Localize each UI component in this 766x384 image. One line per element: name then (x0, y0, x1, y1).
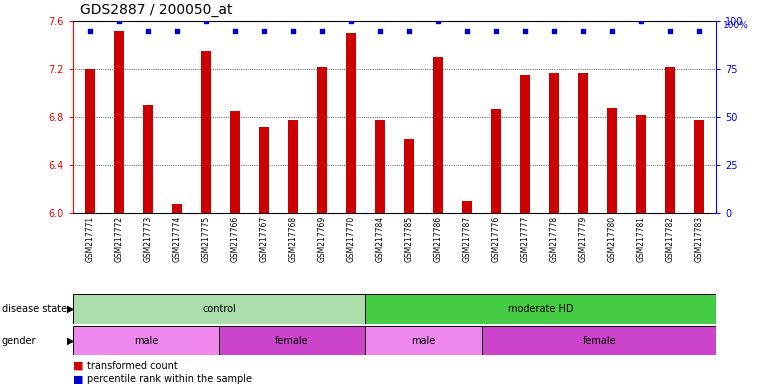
Point (577, 28, 589, 34)
Point (548, 28, 560, 34)
Bar (201, 51, 211, 213)
Bar (230, 111, 241, 213)
Bar (491, 109, 501, 213)
Bar (73, 326, 219, 355)
Bar (520, 75, 530, 213)
Text: 100%: 100% (722, 21, 748, 30)
Bar (114, 31, 124, 213)
Bar (694, 119, 704, 213)
Bar (219, 326, 365, 355)
Point (171, 28, 183, 34)
Bar (143, 105, 153, 213)
Point (432, 18, 444, 24)
Bar (317, 67, 327, 213)
Bar (73, 294, 365, 324)
Bar (259, 127, 269, 213)
Point (142, 28, 154, 34)
Point (316, 28, 328, 34)
Text: disease state: disease state (2, 304, 67, 314)
Text: ▶: ▶ (67, 336, 74, 346)
Point (663, 28, 676, 34)
Bar (404, 139, 414, 213)
Bar (288, 119, 298, 213)
Point (692, 28, 705, 34)
Text: moderate HD: moderate HD (508, 304, 574, 314)
Point (113, 18, 126, 24)
Bar (365, 294, 716, 324)
Bar (433, 57, 443, 213)
Bar (365, 326, 483, 355)
Point (200, 18, 212, 24)
Point (287, 28, 300, 34)
Point (606, 28, 618, 34)
Point (229, 28, 241, 34)
Bar (578, 73, 588, 213)
Text: ■: ■ (73, 374, 83, 384)
Point (519, 28, 531, 34)
Text: male: male (134, 336, 158, 346)
Text: male: male (411, 336, 436, 346)
Text: GDS2887 / 200050_at: GDS2887 / 200050_at (80, 3, 233, 17)
Point (345, 18, 357, 24)
Text: transformed count: transformed count (87, 361, 177, 371)
Bar (346, 33, 356, 213)
Bar (483, 326, 716, 355)
Bar (636, 115, 646, 213)
Point (403, 28, 415, 34)
Text: ▶: ▶ (67, 304, 74, 314)
Bar (462, 201, 472, 213)
Point (84, 28, 97, 34)
Text: gender: gender (2, 336, 36, 346)
Text: female: female (582, 336, 616, 346)
Bar (665, 67, 675, 213)
Bar (172, 204, 182, 213)
Bar (607, 108, 617, 213)
Text: percentile rank within the sample: percentile rank within the sample (87, 374, 251, 384)
Bar (548, 73, 559, 213)
Bar (375, 119, 385, 213)
Text: ■: ■ (73, 361, 83, 371)
Point (374, 28, 386, 34)
Point (461, 28, 473, 34)
Point (489, 28, 502, 34)
Text: female: female (275, 336, 309, 346)
Bar (85, 69, 95, 213)
Text: control: control (202, 304, 236, 314)
Point (258, 28, 270, 34)
Point (635, 18, 647, 24)
